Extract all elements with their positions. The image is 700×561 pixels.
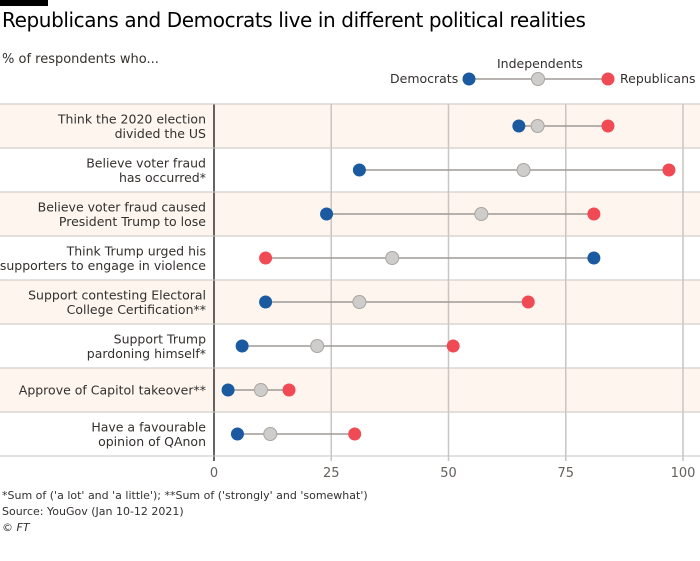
dot-democrats <box>235 339 249 353</box>
legend-dot-democrats <box>462 72 476 86</box>
legend-label-republicans: Republicans <box>620 71 696 86</box>
category-label: Approve of Capitol takeover** <box>19 383 206 398</box>
category-label: supporters to engage in violence <box>0 258 206 273</box>
legend-label-independents: Independents <box>497 56 583 71</box>
dot-independents <box>253 383 268 397</box>
dot-democrats <box>320 207 334 221</box>
ft-brand-bar <box>0 0 48 6</box>
category-label: Think the 2020 election <box>57 111 206 126</box>
chart-title: Republicans and Democrats live in differ… <box>2 8 586 32</box>
dot-republicans <box>348 427 362 441</box>
x-tick-label: 0 <box>210 466 218 481</box>
category-label: President Trump to lose <box>59 214 206 229</box>
category-label: Believe voter fraud <box>86 155 206 170</box>
dot-republicans <box>587 207 601 221</box>
dot-independents <box>530 119 545 133</box>
x-tick-label: 50 <box>440 466 457 481</box>
chart-source: Source: YouGov (Jan 10-12 2021) <box>2 505 184 518</box>
dot-independents <box>310 339 325 353</box>
dot-republicans <box>601 119 615 133</box>
row-band <box>0 368 700 412</box>
category-label: Have a favourable <box>91 419 206 434</box>
dot-republicans <box>662 163 676 177</box>
category-label: opinion of QAnon <box>98 434 206 449</box>
dot-democrats <box>259 295 273 309</box>
dot-democrats <box>352 163 366 177</box>
legend-dot-republicans <box>601 72 615 86</box>
category-label: Support Trump <box>114 331 206 346</box>
category-label: College Certification** <box>67 302 206 317</box>
category-label: Think Trump urged his <box>66 243 206 258</box>
category-label: divided the US <box>115 126 206 141</box>
dot-democrats <box>221 383 235 397</box>
category-label: pardoning himself* <box>87 346 206 361</box>
x-tick-label: 100 <box>671 466 696 481</box>
x-tick-label: 25 <box>323 466 340 481</box>
dot-independents <box>516 163 531 177</box>
dot-independents <box>474 207 489 221</box>
dot-democrats <box>512 119 526 133</box>
dot-democrats <box>230 427 244 441</box>
legend-dot-independents <box>531 72 545 86</box>
dot-republicans <box>282 383 296 397</box>
category-label: Support contesting Electoral <box>28 287 206 302</box>
chart-copyright: © FT <box>2 521 30 534</box>
dot-republicans <box>446 339 460 353</box>
chart-subtitle: % of respondents who... <box>2 52 159 67</box>
dot-independents <box>352 295 367 309</box>
category-label: has occurred* <box>119 170 206 185</box>
x-tick-label: 75 <box>557 466 574 481</box>
chart-footnote: *Sum of ('a lot' and 'a little'); **Sum … <box>2 489 368 502</box>
dot-democrats <box>587 251 601 265</box>
dot-independents <box>385 251 400 265</box>
dot-republicans <box>521 295 535 309</box>
category-label: Believe voter fraud caused <box>38 199 206 214</box>
dot-republicans <box>259 251 273 265</box>
legend-label-democrats: Democrats <box>390 71 459 86</box>
dot-independents <box>263 427 278 441</box>
